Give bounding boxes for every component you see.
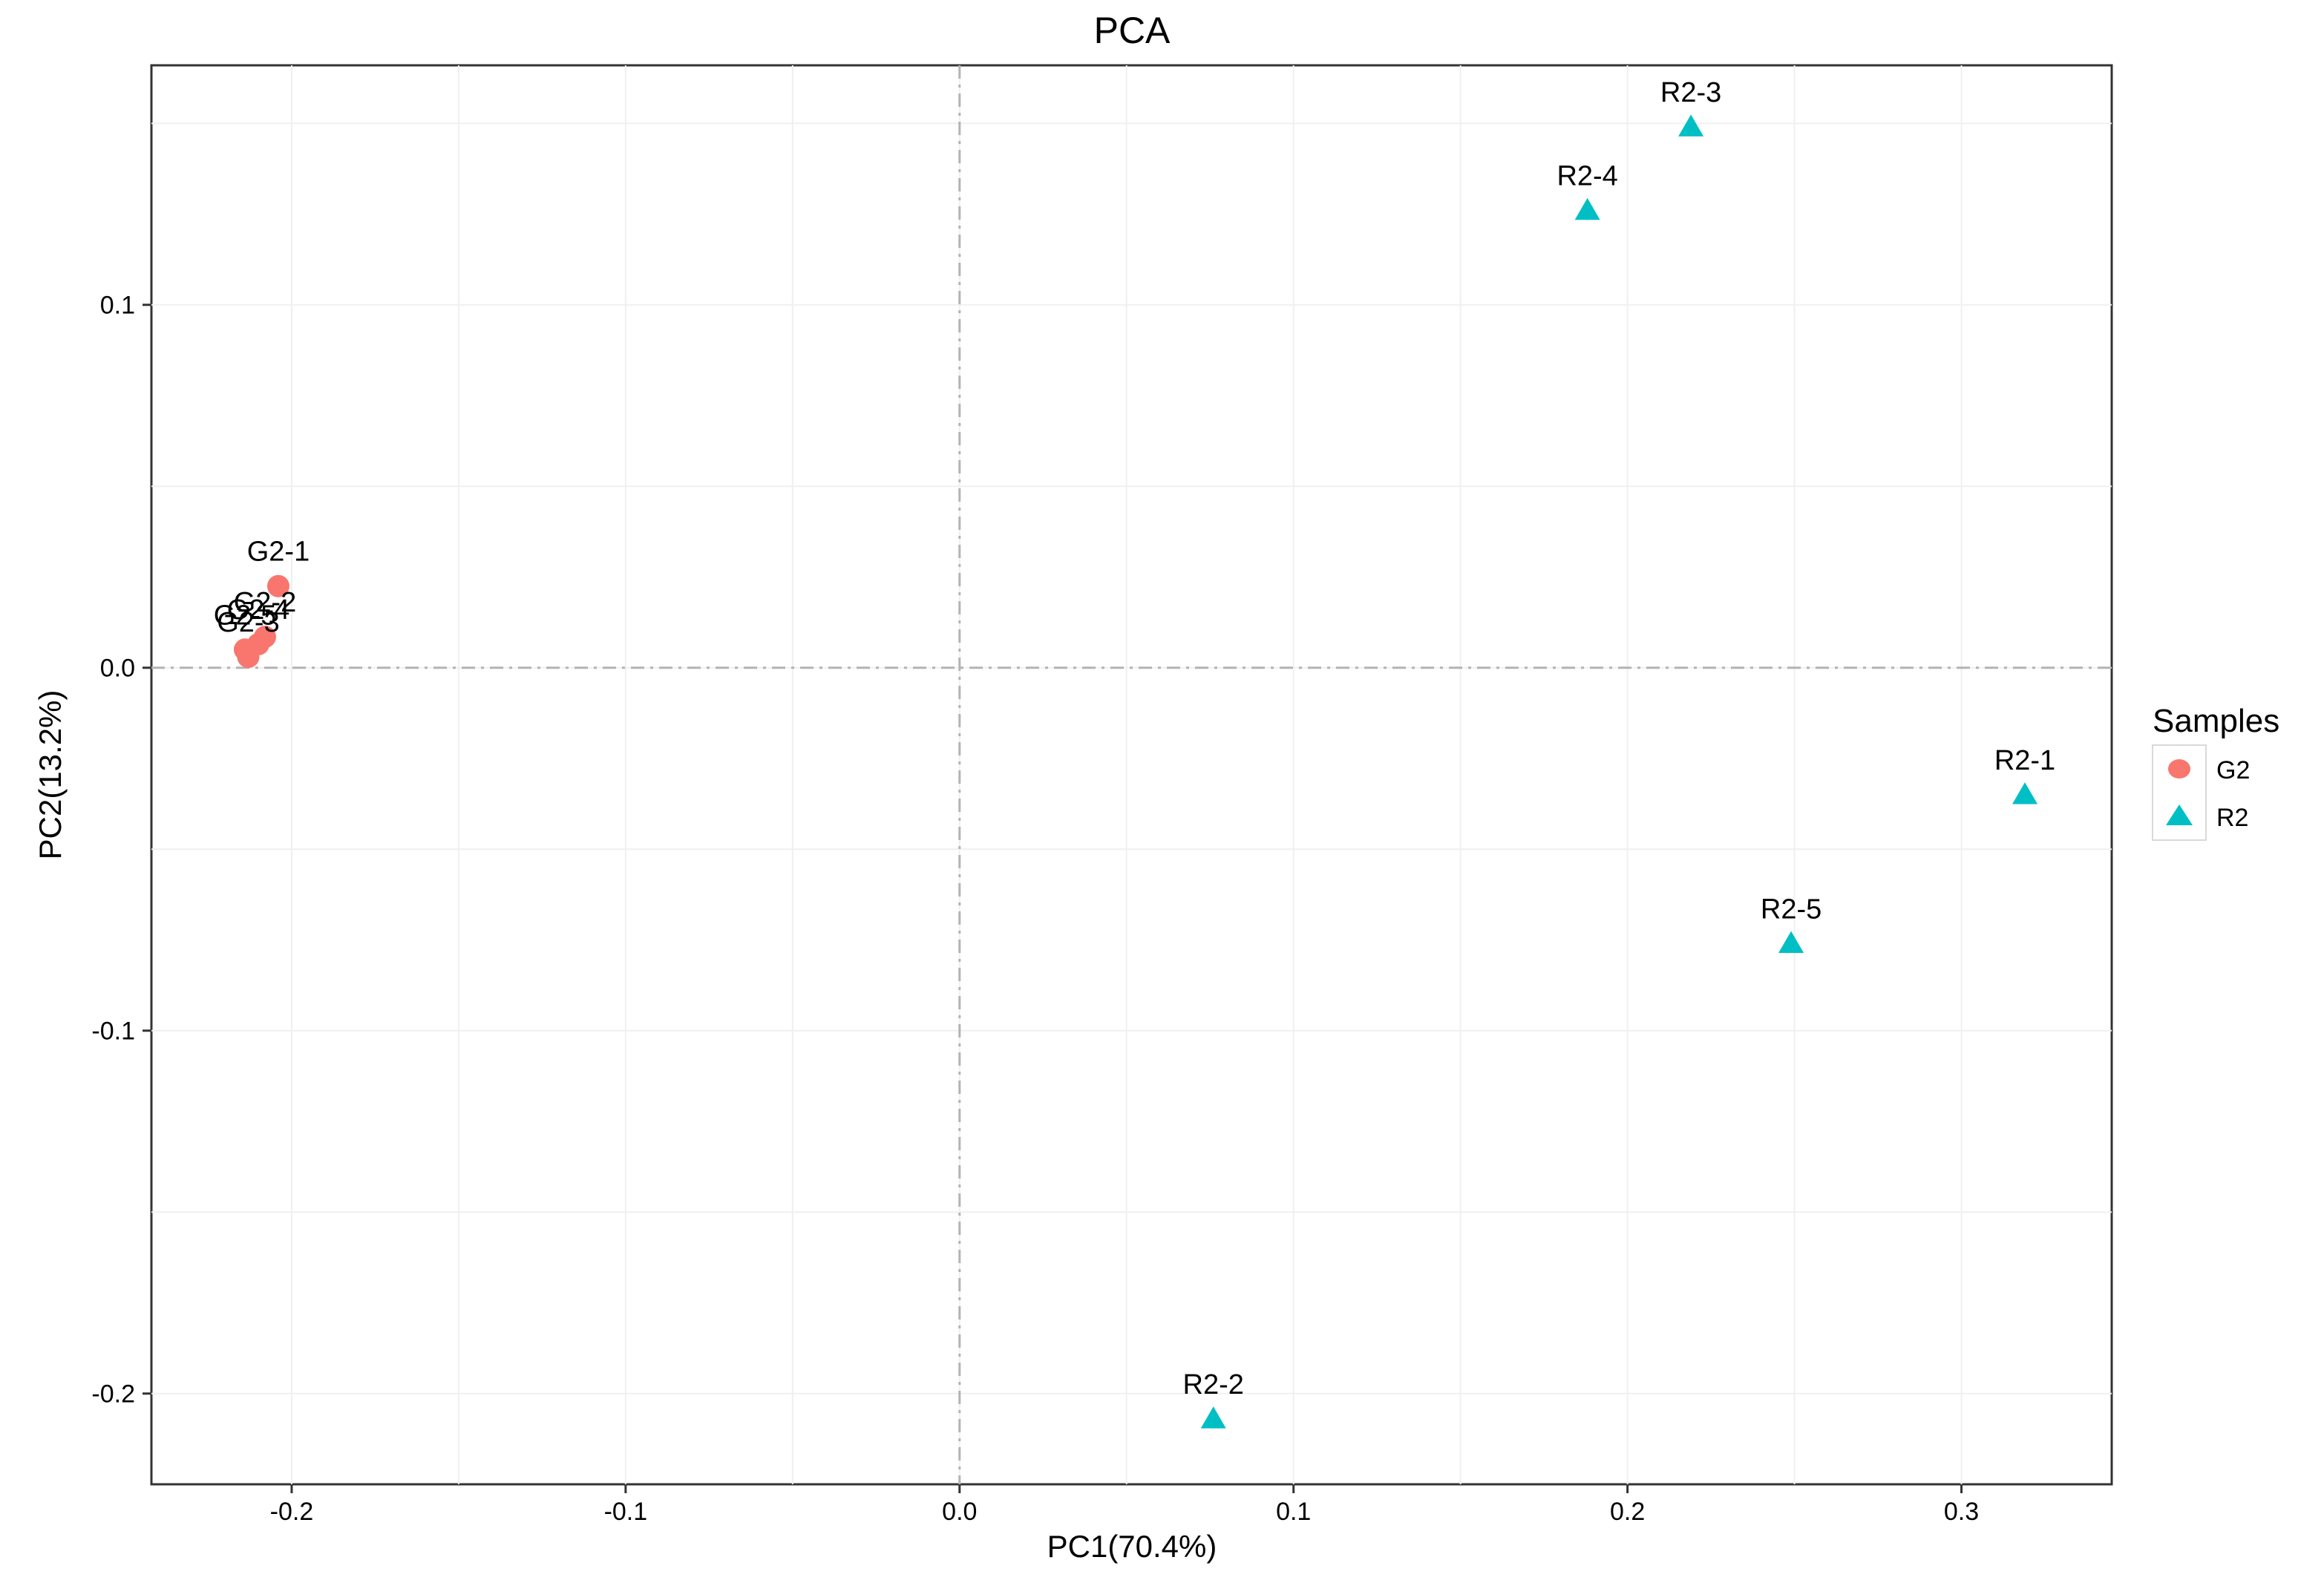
data-point-g2-1: [266, 574, 289, 597]
data-point-r2-5: [1778, 931, 1804, 953]
y-axis-title: PC2(13.2%): [33, 690, 68, 860]
reference-lines: [151, 65, 2112, 1484]
point-label-r2-5: R2-5: [1761, 894, 1821, 925]
x-tick-label: -0.2: [270, 1498, 314, 1526]
y-tick-label: 0.1: [100, 292, 135, 320]
data-point-r2-2: [1200, 1406, 1226, 1429]
point-label-r2-1: R2-1: [1994, 745, 2055, 776]
grid-lines: [151, 65, 2112, 1484]
y-axis: -0.2 -0.1 0.0 0.1: [91, 292, 151, 1409]
legend-label-r2: R2: [2216, 804, 2248, 832]
y-tick-label: -0.1: [91, 1017, 135, 1046]
point-label-g2-5: G2-5: [214, 600, 276, 631]
x-tick-label: 0.1: [1276, 1498, 1311, 1526]
x-axis: -0.2 -0.1 0.0 0.1 0.2 0.3: [270, 1484, 1979, 1526]
data-point-r2-4: [1574, 197, 1600, 220]
data-points: [233, 114, 2038, 1429]
legend-items: G2 R2: [2152, 744, 2250, 841]
legend-label-g2: G2: [2216, 756, 2250, 784]
x-tick-label: 0.3: [1944, 1498, 1979, 1526]
point-label-g2-2: G2-2: [234, 587, 296, 618]
point-label-r2-2: R2-2: [1183, 1369, 1244, 1400]
point-label-r2-3: R2-3: [1660, 77, 1721, 108]
data-point-r2-1: [2012, 782, 2038, 804]
chart-title: PCA: [1094, 10, 1171, 51]
point-label-g2-4: G2-4: [227, 594, 289, 626]
point-labels: G2-1 G2-2G2-4G2-5G2-3 R2-1 R2-2 R2-3 R2-4 R2-5: [214, 77, 2055, 1400]
plot-panel: [150, 64, 2113, 1486]
point-label-g2-3: G2-3: [217, 607, 279, 638]
x-axis-title: PC1(70.4%): [1047, 1529, 1217, 1564]
x-tick-label: 0.2: [1610, 1498, 1645, 1526]
x-tick-label: -0.1: [604, 1498, 648, 1526]
data-point-g2-3: [237, 646, 260, 669]
x-tick-label: 0.0: [942, 1498, 977, 1526]
y-tick-label: -0.2: [91, 1380, 135, 1409]
legend-marker-r2: [2166, 804, 2193, 825]
data-point-r2-3: [1678, 114, 1704, 137]
point-label-g2-1: G2-1: [247, 537, 310, 568]
point-label-r2-4: R2-4: [1557, 161, 1617, 192]
legend-title: Samples: [2153, 703, 2279, 739]
legend-marker-g2: [2168, 759, 2190, 779]
legend: Samples G2 R2: [2152, 703, 2279, 841]
y-tick-label: 0.0: [100, 655, 135, 683]
